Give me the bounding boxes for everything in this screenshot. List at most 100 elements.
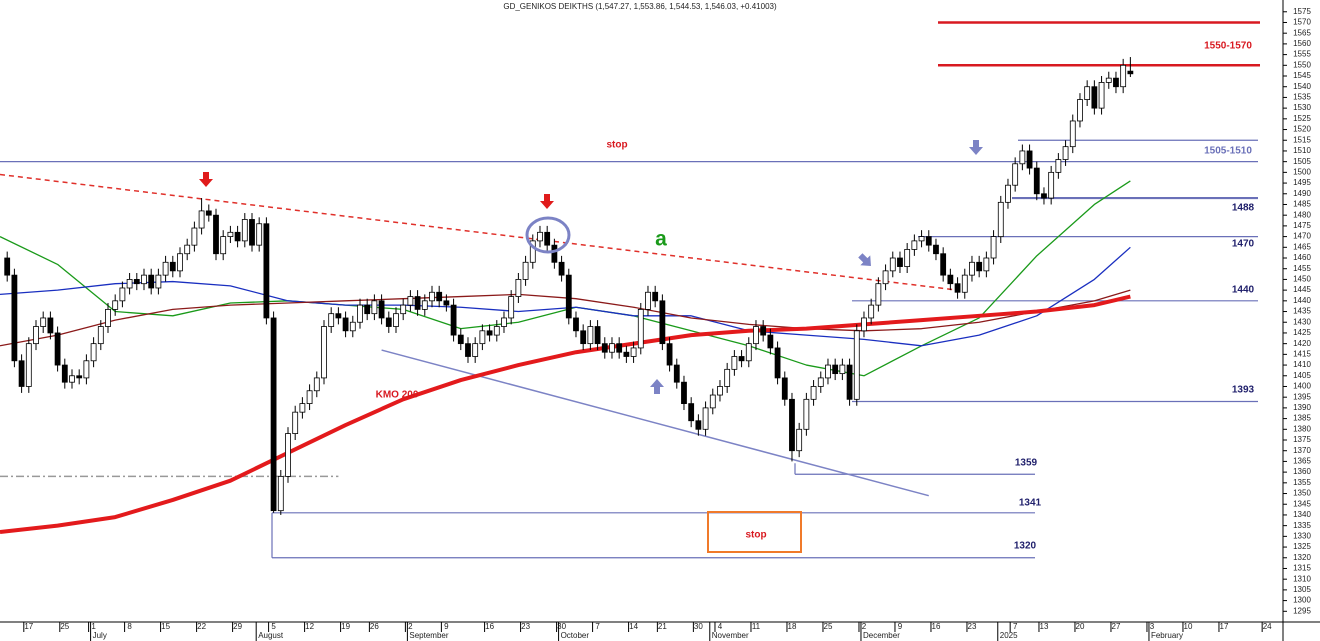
y-tick-label: 1330 — [1293, 531, 1311, 540]
x-tick-label: 7 — [595, 622, 600, 631]
month-label: July — [93, 631, 107, 640]
x-tick-label: 22 — [197, 622, 206, 631]
level-label: 1440 — [1232, 285, 1255, 296]
annotation: stop — [745, 530, 766, 541]
y-tick-label: 1475 — [1293, 221, 1311, 230]
x-tick-label: 2 — [862, 622, 867, 631]
moving-average — [0, 294, 1131, 535]
candle-body — [745, 343, 752, 362]
candle-body — [767, 334, 774, 349]
y-tick-label: 1530 — [1293, 103, 1311, 112]
candle-body — [544, 231, 551, 246]
y-tick-label: 1385 — [1293, 414, 1311, 423]
candle-body — [1019, 150, 1026, 165]
candle-body — [1113, 77, 1119, 88]
y-tick-label: 1440 — [1293, 296, 1311, 305]
candle-body — [335, 313, 342, 319]
candle-body — [177, 253, 183, 272]
candle-body — [270, 317, 277, 512]
candle-body — [227, 231, 234, 237]
candle-body — [983, 257, 990, 272]
x-tick-label: 9 — [444, 622, 449, 631]
candle-body — [133, 279, 140, 285]
y-tick-label: 1430 — [1293, 317, 1311, 326]
candle-body — [911, 240, 918, 250]
candle-body — [40, 317, 47, 327]
candle-body — [868, 304, 875, 319]
x-tick-label: 8 — [127, 622, 132, 631]
y-tick-label: 1380 — [1293, 424, 1311, 433]
level-label: 1488 — [1232, 203, 1255, 214]
stop-box — [707, 511, 802, 553]
candle-body — [119, 287, 126, 302]
x-tick-label: 2 — [408, 622, 413, 631]
candle-body — [4, 257, 11, 276]
chart-title: GD_GENIKOS DEIKTHS (1,547.27, 1,553.86, … — [503, 2, 777, 11]
y-tick-label: 1390 — [1293, 403, 1311, 412]
y-tick-label: 1435 — [1293, 307, 1311, 316]
candle-body — [220, 236, 227, 255]
candle-body — [90, 343, 97, 362]
y-tick-label: 1320 — [1293, 553, 1311, 562]
y-tick-label: 1375 — [1293, 435, 1311, 444]
y-tick-label: 1360 — [1293, 467, 1311, 476]
candle-body — [717, 386, 723, 396]
candle-body — [1041, 193, 1047, 199]
y-tick-label: 1535 — [1293, 93, 1311, 102]
annotation: a — [655, 228, 667, 251]
candle-body — [213, 214, 219, 255]
candle-body — [947, 274, 954, 285]
candle-body — [450, 304, 457, 336]
candle-body — [249, 219, 255, 246]
candle-body — [263, 223, 270, 319]
candle-body — [961, 274, 968, 293]
candle-body — [925, 236, 932, 246]
candle-body — [724, 368, 731, 387]
candle-body — [645, 291, 651, 310]
candle-body — [789, 398, 795, 452]
candle-body — [760, 326, 767, 336]
x-tick-label: 30 — [557, 622, 566, 631]
y-tick-label: 1365 — [1293, 457, 1311, 466]
x-tick-label: 17 — [24, 622, 33, 631]
candle-body — [882, 270, 889, 285]
candle-body — [623, 351, 630, 357]
candle-body — [285, 433, 291, 477]
candle-body — [1005, 184, 1011, 203]
candle-body — [83, 360, 90, 379]
candle-body — [940, 253, 947, 276]
y-tick-label: 1300 — [1293, 596, 1311, 605]
candles-layer — [4, 57, 1134, 515]
candle-body — [61, 364, 68, 383]
candle-body — [1048, 171, 1055, 199]
candle-body — [796, 428, 803, 452]
candle-body — [313, 377, 320, 392]
candle-body — [630, 347, 637, 357]
trendline — [381, 349, 929, 497]
candle-body — [69, 375, 75, 383]
y-tick-label: 1315 — [1293, 564, 1311, 573]
x-tick-label: 10 — [1184, 622, 1193, 631]
y-tick-label: 1495 — [1293, 178, 1311, 187]
candle-body — [825, 364, 831, 379]
candle-body — [918, 236, 925, 242]
month-label: November — [712, 631, 749, 640]
y-tick-label: 1515 — [1293, 135, 1311, 144]
candle-body — [594, 326, 601, 345]
candle-body — [846, 364, 853, 400]
x-tick-label: 25 — [824, 622, 833, 631]
x-tick-label: 16 — [485, 622, 494, 631]
candle-body — [1077, 99, 1083, 122]
candle-body — [904, 249, 911, 267]
lines-layer — [0, 180, 1131, 535]
candle-body — [1012, 163, 1019, 186]
y-tick-label: 1355 — [1293, 478, 1311, 487]
x-tick-label: 1 — [91, 622, 96, 631]
x-tick-label: 24 — [1263, 622, 1272, 631]
month-label: September — [409, 631, 448, 640]
y-tick-label: 1555 — [1293, 50, 1311, 59]
x-tick-label: 5 — [271, 622, 276, 631]
candle-body — [465, 343, 471, 357]
y-tick-label: 1460 — [1293, 253, 1311, 262]
